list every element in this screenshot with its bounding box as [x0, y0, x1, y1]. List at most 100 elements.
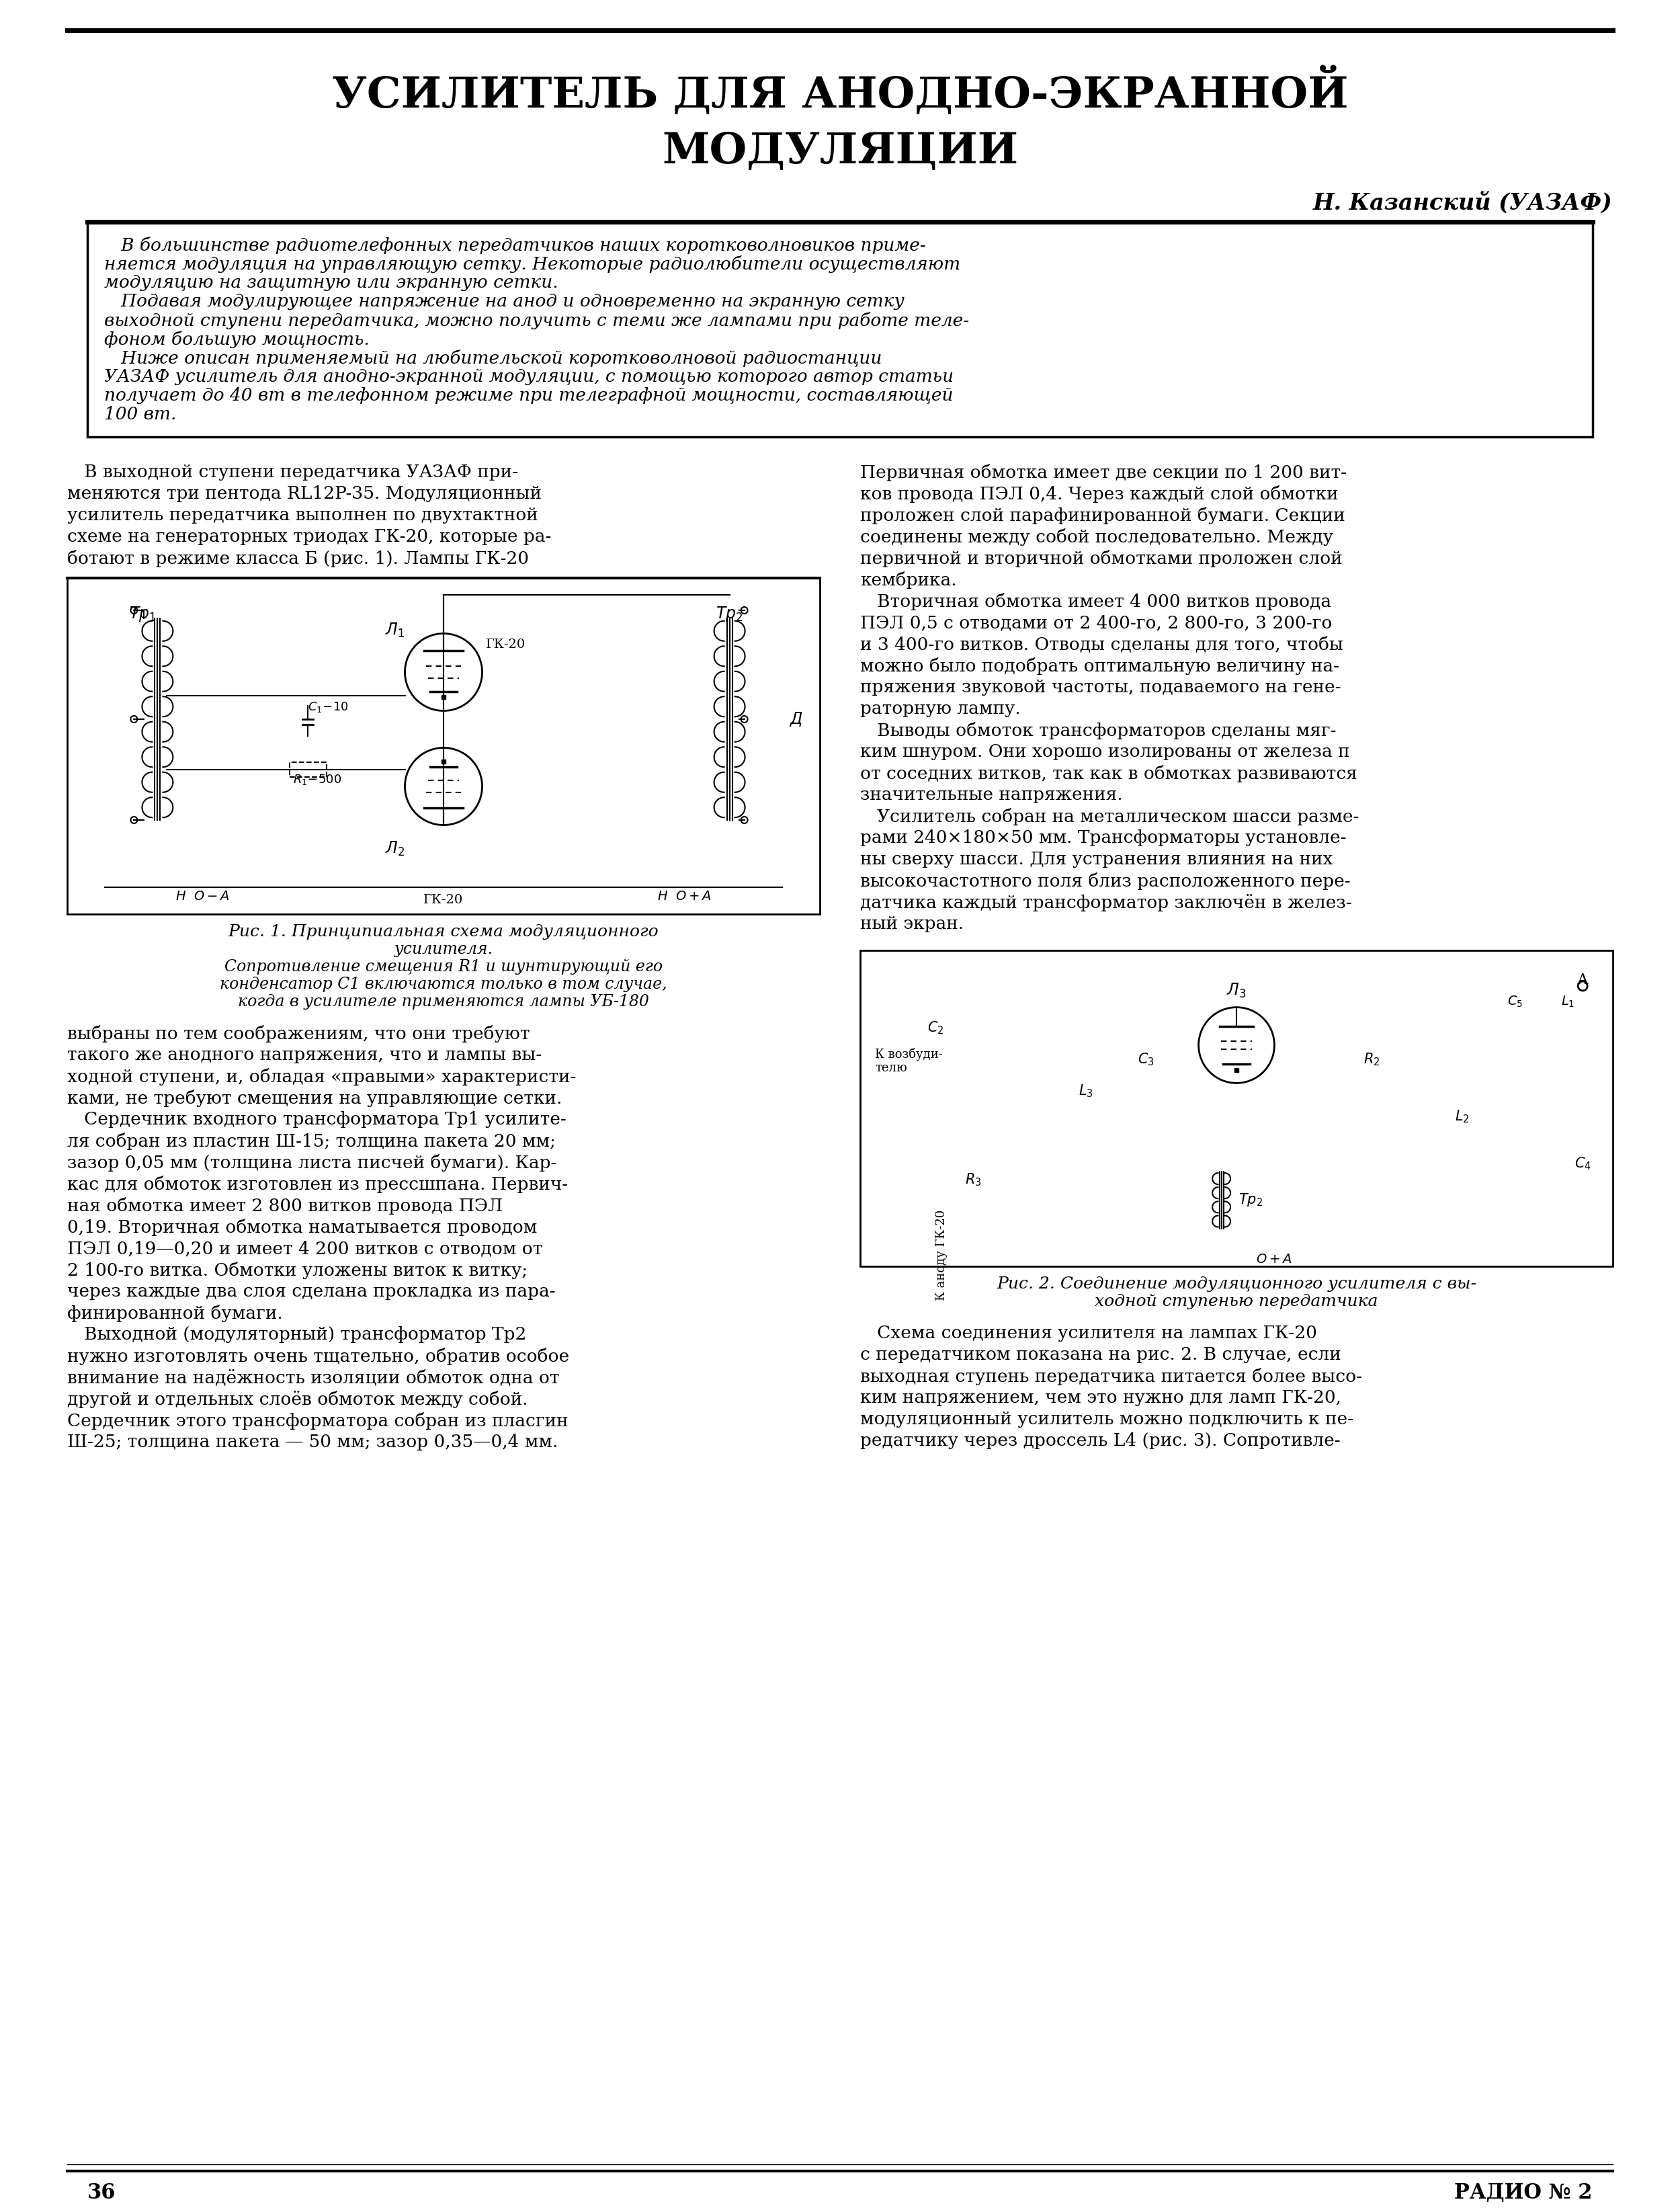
- Text: модуляцию на защитную или экранную сетки.: модуляцию на защитную или экранную сетки…: [104, 274, 558, 291]
- Text: высокочастотного поля близ расположенного пере-: высокочастотного поля близ расположенног…: [860, 872, 1351, 890]
- Text: усилитель передатчика выполнен по двухтактной: усилитель передатчика выполнен по двухта…: [67, 508, 538, 523]
- Text: финированной бумаги.: финированной бумаги.: [67, 1305, 282, 1323]
- Text: значительные напряжения.: значительные напряжения.: [860, 786, 1122, 804]
- Text: Н. Казанский (УАЗАФ): Н. Казанский (УАЗАФ): [1314, 192, 1613, 214]
- Text: датчика каждый трансформатор заключён в желез-: датчика каждый трансформатор заключён в …: [860, 894, 1352, 912]
- Text: меняются три пентода RL12P-35. Модуляционный: меняются три пентода RL12P-35. Модуляцио…: [67, 486, 541, 501]
- Text: ный экран.: ный экран.: [860, 916, 964, 932]
- Bar: [289, 762, 326, 777]
- Text: 0,19. Вторичная обмотка наматывается проводом: 0,19. Вторичная обмотка наматывается про…: [67, 1219, 538, 1236]
- Text: от соседних витков, так как в обмотках развиваются: от соседних витков, так как в обмотках р…: [860, 764, 1357, 782]
- Text: 36: 36: [87, 2182, 116, 2204]
- Text: Вторичная обмотка имеет 4 000 витков провода: Вторичная обмотка имеет 4 000 витков про…: [860, 592, 1331, 609]
- Text: ким напряжением, чем это нужно для ламп ГК-20,: ким напряжением, чем это нужно для ламп …: [860, 1389, 1341, 1406]
- Text: $R_1\!-\!500$: $R_1\!-\!500$: [292, 773, 341, 786]
- Text: ны сверху шасси. Для устранения влияния на них: ны сверху шасси. Для устранения влияния …: [860, 850, 1332, 868]
- Text: $L_3$: $L_3$: [1079, 1084, 1094, 1100]
- Text: Ш-25; толщина пакета — 50 мм; зазор 0,35—0,4 мм.: Ш-25; толщина пакета — 50 мм; зазор 0,35…: [67, 1433, 558, 1451]
- Text: проложен слой парафинированной бумаги. Секции: проложен слой парафинированной бумаги. С…: [860, 508, 1346, 523]
- Text: первичной и вторичной обмотками проложен слой: первичной и вторичной обмотками проложен…: [860, 550, 1342, 567]
- Text: Рис. 1. Принципиальная схема модуляционного: Рис. 1. Принципиальная схема модуляционн…: [228, 925, 659, 941]
- Text: получает до 40 вт в телефонном режиме при телеграфной мощности, составляющей: получает до 40 вт в телефонном режиме пр…: [104, 386, 953, 404]
- Text: пряжения звуковой частоты, подаваемого на гене-: пряжения звуковой частоты, подаваемого н…: [860, 678, 1341, 696]
- Text: К аноду ГК-20: К аноду ГК-20: [936, 1210, 948, 1301]
- Text: $C_4$: $C_4$: [1574, 1155, 1591, 1172]
- Text: $Л_2$: $Л_2$: [385, 841, 405, 857]
- Text: зазор 0,05 мм (толщина листа писчей бумаги). Кар-: зазор 0,05 мм (толщина листа писчей бума…: [67, 1155, 556, 1172]
- Text: кас для обмоток изготовлен из прессшпана. Первич-: кас для обмоток изготовлен из прессшпана…: [67, 1175, 568, 1192]
- Text: Сопротивление смещения R1 и шунтирующий его: Сопротивление смещения R1 и шунтирующий …: [225, 958, 662, 974]
- Text: усилителя.: усилителя.: [395, 941, 492, 956]
- Text: и 3 400-го витков. Отводы сделаны для того, чтобы: и 3 400-го витков. Отводы сделаны для то…: [860, 636, 1344, 654]
- Bar: [87, 221, 1593, 437]
- Text: выбраны по тем соображениям, что они требуют: выбраны по тем соображениям, что они тре…: [67, 1025, 529, 1042]
- Text: ботают в режиме класса Б (рис. 1). Лампы ГК-20: ботают в режиме класса Б (рис. 1). Лампы…: [67, 550, 529, 567]
- Bar: [67, 578, 820, 914]
- Text: ГК-20: ГК-20: [486, 638, 526, 651]
- Text: редатчику через дроссель L4 (рис. 3). Сопротивле-: редатчику через дроссель L4 (рис. 3). Со…: [860, 1433, 1341, 1448]
- Text: ГК-20: ГК-20: [423, 894, 464, 905]
- Text: няется модуляция на управляющую сетку. Некоторые радиолюбители осуществляют: няется модуляция на управляющую сетку. Н…: [104, 256, 961, 274]
- Text: Усилитель собран на металлическом шасси разме-: Усилитель собран на металлическом шасси …: [860, 808, 1359, 826]
- Text: нужно изготовлять очень тщательно, обратив особое: нужно изготовлять очень тщательно, обрат…: [67, 1347, 570, 1365]
- Text: через каждые два слоя сделана прокладка из пара-: через каждые два слоя сделана прокладка …: [67, 1283, 556, 1301]
- Text: $Д$: $Д$: [790, 711, 803, 729]
- Text: конденсатор C1 включаются только в том случае,: конденсатор C1 включаются только в том с…: [220, 976, 667, 991]
- Text: Сердечник этого трансформатора собран из пласгин: Сердечник этого трансформатора собран из…: [67, 1413, 568, 1429]
- Text: МОДУЛЯЦИИ: МОДУЛЯЦИИ: [662, 130, 1018, 172]
- Text: ками, не требуют смещения на управляющие сетки.: ками, не требуют смещения на управляющие…: [67, 1089, 563, 1106]
- Text: Сердечник входного трансформатора Тр1 усилите-: Сердечник входного трансформатора Тр1 ус…: [67, 1111, 566, 1128]
- Text: Рис. 2. Соединение модуляционного усилителя с вы-: Рис. 2. Соединение модуляционного усилит…: [996, 1276, 1477, 1292]
- Text: $Н$  $О-А$: $Н$ $О-А$: [176, 890, 230, 903]
- Text: фоном большую мощность.: фоном большую мощность.: [104, 331, 370, 349]
- Text: $R_3$: $R_3$: [964, 1172, 981, 1188]
- Text: $C_5$: $C_5$: [1507, 994, 1522, 1009]
- Text: УАЗАФ усилитель для анодно-экранной модуляции, с помощью которого автор статьи: УАЗАФ усилитель для анодно-экранной моду…: [104, 369, 954, 384]
- Text: Выходной (модуляторный) трансформатор Тр2: Выходной (модуляторный) трансформатор Тр…: [67, 1327, 526, 1342]
- Text: $Н$  $О+А$: $Н$ $О+А$: [657, 890, 711, 903]
- Text: Схема соединения усилителя на лампах ГК-20: Схема соединения усилителя на лампах ГК-…: [860, 1325, 1317, 1342]
- Text: $О+А$: $О+А$: [1257, 1254, 1292, 1265]
- Text: В большинстве радиотелефонных передатчиков наших коротковолновиков приме-: В большинстве радиотелефонных передатчик…: [104, 236, 926, 254]
- Text: Ниже описан применяемый на любительской коротковолновой радиостанции: Ниже описан применяемый на любительской …: [104, 349, 882, 367]
- Text: с передатчиком показана на рис. 2. В случае, если: с передатчиком показана на рис. 2. В слу…: [860, 1347, 1341, 1362]
- Text: ная обмотка имеет 2 800 витков провода ПЭЛ: ная обмотка имеет 2 800 витков провода П…: [67, 1197, 502, 1214]
- Text: внимание на надёжность изоляции обмоток одна от: внимание на надёжность изоляции обмоток …: [67, 1369, 559, 1387]
- Text: К возбуди-
телю: К возбуди- телю: [875, 1047, 942, 1075]
- Text: 100 вт.: 100 вт.: [104, 406, 176, 422]
- Text: раторную лампу.: раторную лампу.: [860, 700, 1021, 718]
- Text: 2 100-го витка. Обмотки уложены виток к витку;: 2 100-го витка. Обмотки уложены виток к …: [67, 1261, 528, 1278]
- Text: $C_3$: $C_3$: [1137, 1051, 1154, 1066]
- Text: кембрика.: кембрика.: [860, 572, 956, 590]
- Bar: [860, 949, 1613, 1267]
- Text: $L_1$: $L_1$: [1561, 994, 1574, 1009]
- Text: ходной ступени, и, обладая «правыми» характеристи-: ходной ступени, и, обладая «правыми» хар…: [67, 1069, 576, 1086]
- Text: Первичная обмотка имеет две секции по 1 200 вит-: Первичная обмотка имеет две секции по 1 …: [860, 464, 1347, 481]
- Text: ля собран из пластин Ш-15; толщина пакета 20 мм;: ля собран из пластин Ш-15; толщина пакет…: [67, 1133, 556, 1150]
- Text: ПЭЛ 0,5 с отводами от 2 400-го, 2 800-го, 3 200-го: ПЭЛ 0,5 с отводами от 2 400-го, 2 800-го…: [860, 614, 1332, 631]
- Text: ходной ступенью передатчика: ходной ступенью передатчика: [1095, 1294, 1378, 1309]
- Text: соединены между собой последовательно. Между: соединены между собой последовательно. М…: [860, 528, 1334, 545]
- Text: $С_1\!-\!10$: $С_1\!-\!10$: [307, 700, 349, 713]
- Text: $Тр_2$: $Тр_2$: [1238, 1192, 1262, 1208]
- Text: выходной ступени передатчика, можно получить с теми же лампами при работе теле-: выходной ступени передатчика, можно полу…: [104, 311, 969, 329]
- Text: $C_2$: $C_2$: [927, 1020, 944, 1036]
- Text: выходная ступень передатчика питается более высо-: выходная ступень передатчика питается бо…: [860, 1367, 1362, 1384]
- Text: ков провода ПЭЛ 0,4. Через каждый слой обмотки: ков провода ПЭЛ 0,4. Через каждый слой о…: [860, 486, 1339, 503]
- Text: $L_2$: $L_2$: [1455, 1108, 1470, 1124]
- Text: такого же анодного напряжения, что и лампы вы-: такого же анодного напряжения, что и лам…: [67, 1047, 541, 1064]
- Text: схеме на генераторных триодах ГК-20, которые ра-: схеме на генераторных триодах ГК-20, кот…: [67, 528, 551, 545]
- Text: ПЭЛ 0,19—0,20 и имеет 4 200 витков с отводом от: ПЭЛ 0,19—0,20 и имеет 4 200 витков с отв…: [67, 1241, 543, 1256]
- Text: $Тр_2$: $Тр_2$: [716, 605, 743, 623]
- Text: В выходной ступени передатчика УАЗАФ при-: В выходной ступени передатчика УАЗАФ при…: [67, 464, 517, 481]
- Text: УСИЛИТЕЛЬ ДЛЯ АНОДНО-ЭКРАННОЙ: УСИЛИТЕЛЬ ДЛЯ АНОДНО-ЭКРАННОЙ: [333, 66, 1347, 117]
- Text: когда в усилителе применяются лампы УБ-180: когда в усилителе применяются лампы УБ-1…: [239, 994, 648, 1009]
- Text: РАДИО № 2: РАДИО № 2: [1455, 2182, 1593, 2204]
- Text: ким шнуром. Они хорошо изолированы от железа п: ким шнуром. Они хорошо изолированы от же…: [860, 744, 1349, 760]
- Text: модуляционный усилитель можно подключить к пе-: модуляционный усилитель можно подключить…: [860, 1411, 1354, 1429]
- Text: $Л_1$: $Л_1$: [385, 623, 405, 640]
- Text: можно было подобрать оптимальную величину на-: можно было подобрать оптимальную величин…: [860, 658, 1339, 676]
- Text: Подавая модулирующее напряжение на анод и одновременно на экранную сетку: Подавая модулирующее напряжение на анод …: [104, 294, 904, 309]
- Text: рами 240×180×50 мм. Трансформаторы установле-: рами 240×180×50 мм. Трансформаторы устан…: [860, 830, 1346, 846]
- Text: Выводы обмоток трансформаторов сделаны мяг-: Выводы обмоток трансформаторов сделаны м…: [860, 722, 1336, 740]
